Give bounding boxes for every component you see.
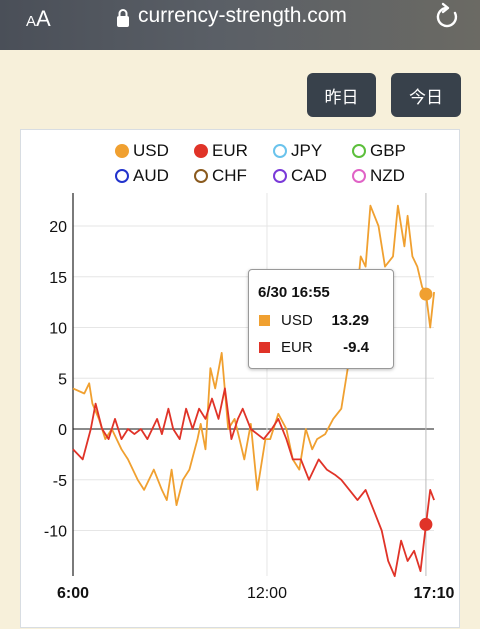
legend-label-gbp: GBP [370, 141, 406, 160]
lock-icon [117, 9, 129, 27]
legend-item-chf[interactable]: CHF [194, 166, 247, 186]
chart-tooltip: 6/30 16:55 USD 13.29 EUR -9.4 [248, 269, 394, 369]
tooltip-row-eur: EUR -9.4 [258, 339, 369, 356]
legend-dot-nzd [352, 169, 366, 183]
legend-item-cad[interactable]: CAD [273, 166, 327, 186]
y-tick-label: 5 [58, 371, 67, 388]
tooltip-usd-label: USD [281, 312, 313, 329]
usd-swatch [258, 314, 271, 327]
text-size-button[interactable]: AA [26, 6, 51, 31]
currency-strength-chart[interactable]: 20 15 10 5 0 -5 -10 6:00 12:00 17:10 [21, 130, 461, 629]
y-tick-label: -5 [53, 473, 67, 490]
legend-item-aud[interactable]: AUD [115, 166, 169, 186]
legend-dot-jpy [273, 144, 287, 158]
tooltip-usd-value: 13.29 [331, 312, 369, 329]
y-tick-label: 20 [49, 219, 67, 236]
legend-item-nzd[interactable]: NZD [352, 166, 405, 186]
legend-label-eur: EUR [212, 141, 248, 160]
marker-usd [419, 287, 433, 301]
legend-dot-cad [273, 169, 287, 183]
marker-eur [419, 517, 433, 531]
tooltip-eur-value: -9.4 [343, 339, 369, 356]
tooltip-title: 6/30 16:55 [258, 284, 330, 301]
y-tick-label: -10 [44, 524, 67, 541]
eur-swatch [258, 341, 271, 354]
yesterday-button[interactable]: 昨日 [307, 73, 376, 117]
tooltip-row-usd: USD 13.29 [258, 312, 369, 329]
reload-icon[interactable] [434, 2, 460, 32]
tooltip-eur-label: EUR [281, 339, 313, 356]
legend-label-nzd: NZD [370, 166, 405, 185]
legend-dot-eur [194, 144, 208, 158]
legend-label-aud: AUD [133, 166, 169, 185]
y-tick-label: 15 [49, 270, 67, 287]
series-line-eur [72, 387, 435, 578]
legend-dot-chf [194, 169, 208, 183]
legend-item-jpy[interactable]: JPY [273, 141, 322, 161]
x-tick-label: 6:00 [57, 585, 89, 602]
legend-dot-aud [115, 169, 129, 183]
legend-dot-usd [115, 144, 129, 158]
legend-label-usd: USD [133, 141, 169, 160]
legend-item-gbp[interactable]: GBP [352, 141, 406, 161]
chart-panel: 20 15 10 5 0 -5 -10 6:00 12:00 17:10 USD EUR JPY GBP… [20, 129, 460, 628]
x-tick-label: 12:00 [247, 585, 287, 602]
legend-label-cad: CAD [291, 166, 327, 185]
series-line-usd [72, 204, 435, 507]
x-tick-label: 17:10 [414, 585, 455, 602]
legend-label-jpy: JPY [291, 141, 323, 160]
browser-url-bar: AA currency-strength.com [0, 0, 480, 50]
legend-item-usd[interactable]: USD [115, 141, 169, 161]
legend-label-chf: CHF [212, 166, 247, 185]
y-tick-label: 10 [49, 321, 67, 338]
legend-dot-gbp [352, 144, 366, 158]
legend-item-eur[interactable]: EUR [194, 141, 248, 161]
y-tick-label: 0 [58, 422, 67, 439]
url-text[interactable]: currency-strength.com [138, 4, 347, 27]
today-button[interactable]: 今日 [391, 73, 461, 117]
